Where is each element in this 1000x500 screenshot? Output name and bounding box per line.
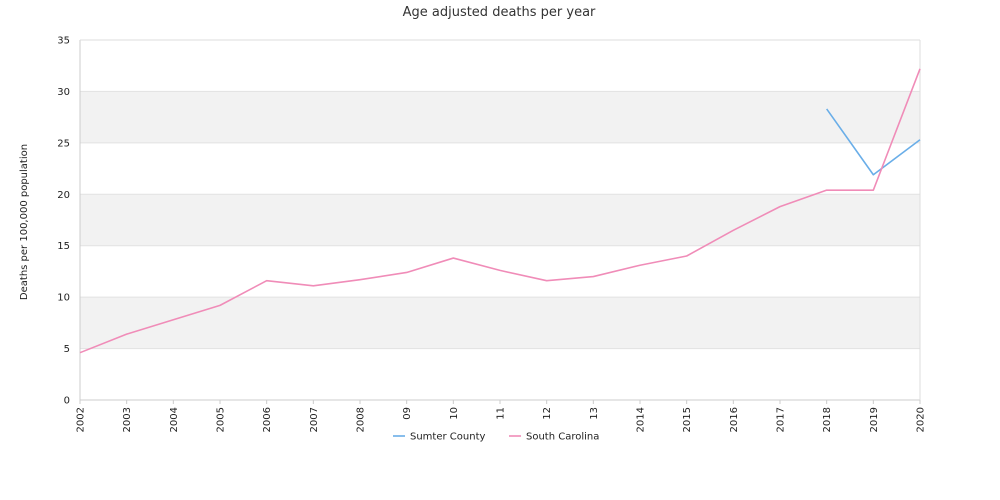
x-tick-label: 12 [542,407,553,420]
y-tick-label: 20 [57,190,70,201]
legend-label[interactable]: Sumter County [410,432,485,443]
x-tick-label: 2017 [776,407,787,432]
y-tick-label: 5 [64,344,70,355]
series-lines [79,68,921,354]
x-tick-label: 2016 [729,407,740,432]
y-tick-label: 15 [57,241,70,252]
legend-label[interactable]: South Carolina [526,432,599,443]
x-tick-label: 2020 [916,407,927,432]
x-tick-label: 2004 [169,407,180,432]
y-tick-label: 25 [57,138,70,149]
x-tick-label: 2002 [76,407,87,432]
x-tick-label: 2005 [216,407,227,432]
x-tick-label: 2007 [309,407,320,432]
y-tick-label: 35 [57,36,70,47]
legend[interactable]: Sumter County South Carolina [393,432,599,443]
chart-title: Age adjusted deaths per year [403,5,596,20]
x-tick-labels: 2002 2003 2004 2005 2006 2007 2008 09 10 11 12 13 20… [76,400,927,432]
y-tick-label: 10 [57,293,70,304]
grid-band [80,297,920,349]
y-tick-labels: 0 5 10 15 20 25 30 35 [57,36,70,407]
series-line-2 [79,68,921,354]
x-tick-label: 2008 [356,407,367,432]
grid-bands [80,91,920,349]
y-axis-label: Deaths per 100,000 population [19,144,30,300]
x-tick-label: 2014 [636,407,647,432]
x-tick-label: 2018 [822,407,833,432]
y-tick-label: 30 [57,87,70,98]
x-tick-label: 10 [449,407,460,420]
x-tick-label: 09 [402,407,413,420]
x-tick-label: 2006 [262,407,273,432]
x-tick-label: 2003 [122,407,133,432]
y-tick-label: 0 [64,396,70,407]
series-line-1 [826,108,921,176]
x-tick-label: 13 [589,407,600,420]
grid-band [80,91,920,143]
x-tick-label: 2019 [869,407,880,432]
x-tick-label: 11 [496,407,507,420]
grid-band [80,194,920,246]
x-tick-label: 2015 [682,407,693,432]
